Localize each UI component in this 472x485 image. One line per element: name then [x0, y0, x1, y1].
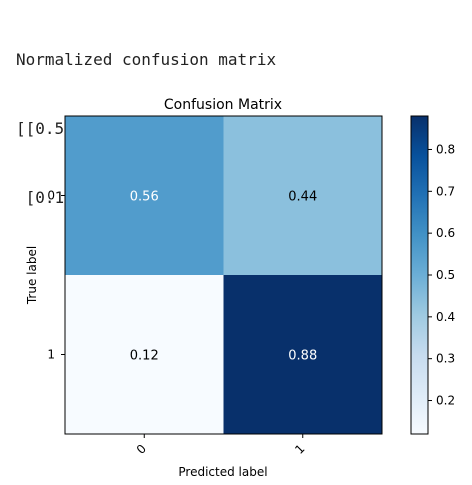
plot-frame	[64, 115, 383, 435]
colorbar-tick-label: 0.8	[436, 142, 455, 156]
heatmap-cell	[223, 275, 382, 434]
cell-value-label: 0.56	[130, 190, 159, 205]
y-axis-label: True label	[25, 246, 39, 305]
colorbar-tick-label: 0.7	[436, 184, 455, 198]
y-tick-label: 0	[47, 189, 55, 203]
colorbar-tick-label: 0.2	[436, 394, 455, 408]
colorbar	[410, 115, 429, 435]
x-tick-label: 0	[134, 442, 149, 457]
cell-value-label: 0.88	[288, 349, 317, 364]
heatmap-cell	[65, 275, 224, 434]
heatmap-cells: 0.56 0.44 0.12 0.88	[65, 116, 382, 434]
x-tick-label: 1	[292, 442, 307, 457]
colorbar-tick-label: 0.3	[436, 352, 455, 366]
chart-title: Confusion Matrix	[164, 97, 282, 113]
colorbar-ticks: 0.2 0.3 0.4 0.5 0.6 0.7 0.8	[428, 142, 455, 408]
heatmap-cell	[65, 116, 224, 275]
cell-value-label: 0.12	[130, 349, 159, 364]
heatmap-cell	[223, 116, 382, 275]
y-tick-label: 1	[47, 348, 55, 362]
colorbar-tick-label: 0.6	[436, 226, 455, 240]
y-axis-ticks: 01	[47, 189, 65, 362]
x-axis-label: Predicted label	[178, 465, 267, 479]
console-line: Normalized confusion matrix	[16, 50, 277, 69]
colorbar-tick-label: 0.4	[436, 310, 455, 324]
cell-value-label: 0.44	[288, 190, 317, 205]
colorbar-tick-label: 0.5	[436, 268, 455, 282]
